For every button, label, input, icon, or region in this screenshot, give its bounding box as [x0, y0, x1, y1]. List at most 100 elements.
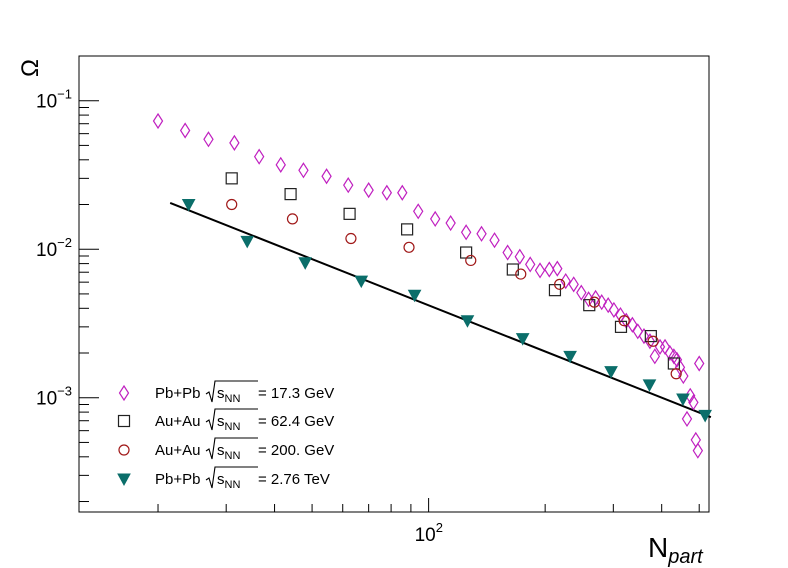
data-point	[465, 254, 477, 267]
data-point	[604, 366, 618, 379]
data-point	[698, 409, 712, 423]
data-point	[397, 184, 408, 201]
data-point	[552, 260, 563, 277]
data-point	[554, 278, 566, 290]
legend-entry: Pb+Pb sNN = 2.76 TeV	[117, 466, 330, 491]
data-point	[345, 232, 357, 245]
data-point	[460, 224, 472, 241]
data-point	[275, 156, 286, 173]
data-point	[525, 256, 536, 273]
plot-frame	[78, 55, 710, 513]
data-point	[343, 177, 354, 194]
legend-sqrt-s: sNN	[217, 385, 240, 405]
data-point	[152, 112, 164, 130]
series-3	[226, 198, 682, 380]
data-point	[544, 261, 555, 278]
x-axis-title: Npart	[648, 532, 704, 568]
legend-system: Au+Au	[155, 442, 200, 459]
data-point	[253, 148, 265, 165]
data-point	[618, 315, 630, 327]
data-point	[445, 214, 456, 232]
data-point	[534, 262, 546, 279]
data-point	[460, 315, 475, 328]
data-point	[615, 306, 626, 324]
data-point	[407, 289, 422, 303]
data-point	[298, 257, 313, 270]
data-point	[515, 333, 530, 346]
data-point	[476, 225, 487, 242]
data-point	[602, 297, 614, 314]
data-point	[642, 379, 657, 392]
legend-entry: Pb+Pb sNN = 17.3 GeV	[118, 380, 334, 405]
data-point	[354, 275, 369, 289]
legend-sqrt-s: sNN	[217, 442, 240, 462]
data-point	[403, 241, 415, 253]
data-point	[412, 203, 424, 220]
y-tick-exponent: −2	[57, 235, 72, 250]
data-point	[681, 410, 693, 428]
fit-line-group	[169, 201, 712, 419]
y-tick-label: 10−2	[36, 235, 72, 261]
legend-energy: = 2.76 TeV	[258, 471, 330, 488]
legend-marker	[117, 414, 131, 428]
data-point	[590, 289, 601, 307]
data-point	[588, 296, 600, 308]
sqrt-symbol	[205, 380, 258, 403]
series-2	[225, 172, 680, 370]
legend-entry: Au+Au sNN = 62.4 GeV	[117, 408, 334, 433]
data-point	[284, 188, 297, 201]
legend-energy: = 17.3 GeV	[258, 385, 334, 402]
y-tick-exponent: −1	[57, 87, 72, 102]
data-point	[583, 299, 596, 312]
data-point	[644, 329, 657, 343]
data-point	[429, 210, 441, 228]
data-point	[576, 284, 587, 301]
x-tick-base: 10	[415, 525, 436, 546]
legend-energy: = 62.4 GeV	[258, 413, 334, 430]
y-tick-label: 10−3	[36, 384, 72, 410]
y-tick-exponent: −3	[57, 384, 72, 399]
data-point	[203, 131, 214, 148]
sqrt-symbol	[205, 408, 258, 431]
data-point	[226, 198, 238, 211]
data-point	[181, 199, 196, 212]
y-tick-base: 10	[36, 389, 57, 410]
sqrt-symbol	[205, 437, 258, 460]
data-point	[647, 335, 659, 347]
data-point	[644, 333, 656, 350]
data-point	[298, 162, 309, 179]
data-point	[638, 327, 650, 345]
legend-marker	[118, 384, 130, 402]
x-tick-label: 102	[415, 520, 443, 546]
data-point	[502, 244, 513, 261]
series-1	[152, 112, 705, 459]
data-point	[381, 184, 393, 201]
data-point	[693, 355, 705, 372]
y-axis-title: Ω	[17, 59, 44, 77]
data-point	[649, 348, 661, 365]
x-axis-title-sub: part	[667, 546, 704, 568]
y-tick-base: 10	[36, 240, 57, 261]
y-tick-label: 10−1	[36, 87, 72, 113]
legend-energy: = 200. GeV	[258, 442, 334, 459]
data-point	[401, 223, 414, 236]
data-point	[670, 368, 682, 380]
data-point	[560, 272, 571, 290]
sqrt-symbol	[205, 466, 258, 489]
legend-sqrt-s: sNN	[217, 471, 240, 491]
data-point	[692, 442, 704, 459]
data-point	[225, 172, 238, 185]
data-point	[688, 394, 699, 411]
data-point	[229, 134, 240, 151]
data-point	[632, 323, 644, 340]
legend-sqrt-s: sNN	[217, 413, 240, 433]
data-point	[685, 387, 696, 404]
series-4	[181, 199, 712, 423]
legend-system: Au+Au	[155, 413, 200, 430]
legend-marker	[117, 473, 131, 487]
data-points	[152, 112, 712, 459]
data-point	[515, 268, 527, 280]
